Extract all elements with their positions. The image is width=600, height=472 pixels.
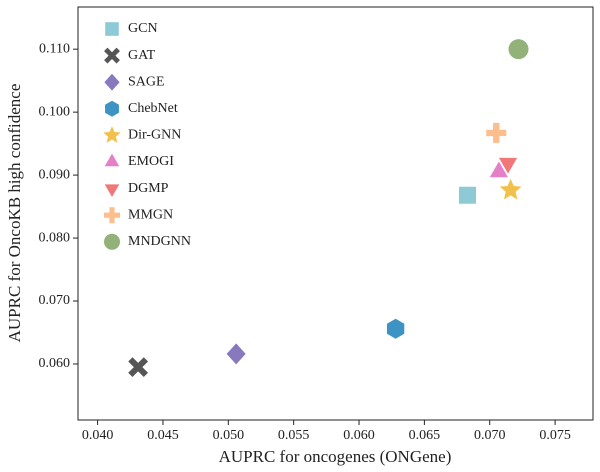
x-tick-label: 0.075 (539, 428, 571, 443)
legend-label: ChebNet (128, 101, 178, 116)
legend-label: MMGN (128, 207, 173, 222)
legend-label: DGMP (128, 181, 169, 196)
legend-label: MNDGNN (128, 234, 191, 249)
legend-marker (105, 22, 119, 36)
legend-marker (103, 126, 121, 143)
y-tick-label: 0.090 (39, 167, 71, 182)
legend-marker (104, 73, 120, 91)
scatter-point (128, 357, 149, 378)
x-tick-label: 0.055 (278, 428, 310, 443)
x-tick-label: 0.065 (409, 428, 441, 443)
y-tick-label: 0.060 (39, 356, 71, 371)
plot-frame (77, 6, 594, 421)
legend-label: GAT (128, 48, 156, 63)
scatter-point (459, 186, 477, 204)
legend-marker (104, 207, 120, 224)
x-tick-label: 0.040 (82, 428, 114, 443)
legend-label: EMOGI (128, 154, 174, 169)
scatter-point (508, 39, 529, 60)
scatter-point (386, 318, 405, 339)
legend-marker (104, 47, 120, 64)
legend-marker (104, 153, 120, 167)
scatter-point (486, 122, 507, 143)
scatter-point (226, 343, 246, 365)
x-tick-label: 0.045 (147, 428, 179, 443)
legend-label: Dir-GNN (128, 128, 181, 143)
y-axis-label: AUPRC for OncoKB high confidence (5, 84, 24, 343)
y-tick-label: 0.100 (39, 104, 71, 119)
legend-marker (104, 233, 120, 250)
y-tick-label: 0.080 (39, 230, 71, 245)
legend-label: SAGE (128, 74, 165, 89)
scatter-point (498, 157, 518, 174)
y-tick-label: 0.070 (39, 293, 71, 308)
y-tick-label: 0.110 (39, 41, 70, 56)
x-tick-label: 0.060 (343, 428, 375, 443)
legend-label: GCN (128, 21, 158, 36)
scatter-point (499, 178, 522, 200)
scatter-point (489, 161, 508, 178)
x-axis-label: AUPRC for oncogenes (ONGene) (219, 447, 452, 466)
legend-marker (105, 100, 119, 117)
x-tick-label: 0.070 (474, 428, 506, 443)
legend-marker (104, 184, 120, 197)
x-tick-label: 0.050 (213, 428, 245, 443)
